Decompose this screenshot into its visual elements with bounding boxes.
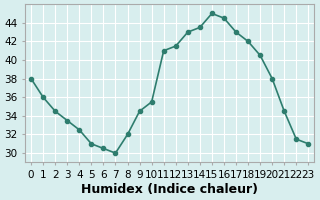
X-axis label: Humidex (Indice chaleur): Humidex (Indice chaleur) bbox=[81, 183, 258, 196]
